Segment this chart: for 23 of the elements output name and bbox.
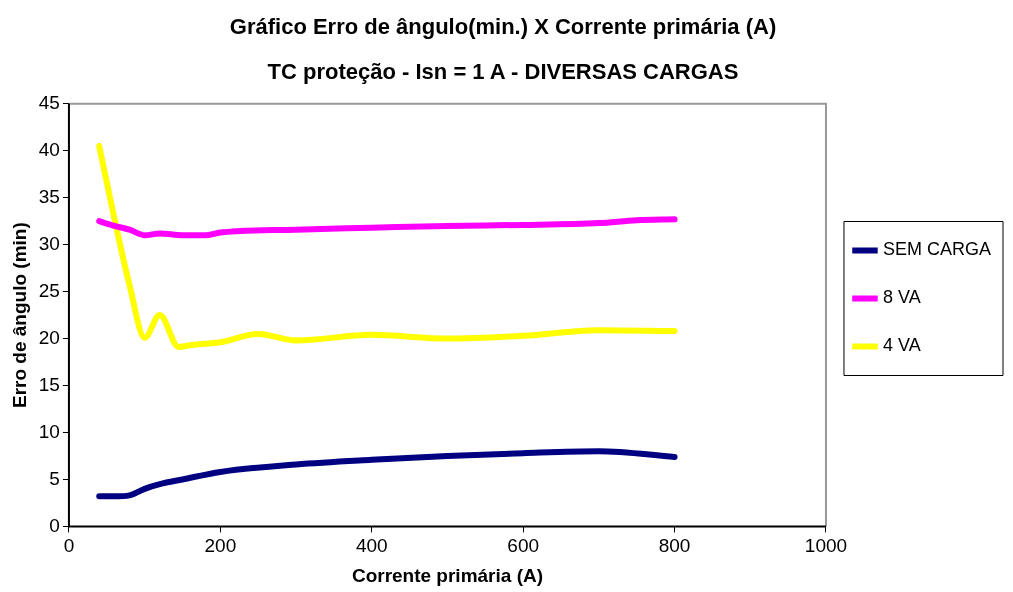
y-tick-label: 10 xyxy=(38,420,60,442)
y-tick-label: 5 xyxy=(49,467,60,489)
legend-label: SEM CARGA xyxy=(882,239,992,260)
y-axis-title: Erro de ângulo (min) xyxy=(8,222,30,408)
x-tick-label: 200 xyxy=(204,535,237,557)
y-tick-label: 15 xyxy=(38,373,60,395)
x-tick-label: 400 xyxy=(355,535,388,557)
chart-subtitle: TC proteção - Isn = 1 A - DIVERSAS CARGAS xyxy=(267,58,739,84)
legend-label: 8 VA xyxy=(882,287,921,308)
y-tick-label: 40 xyxy=(38,138,60,160)
y-tick-label: 35 xyxy=(38,185,60,207)
y-tick-label: 30 xyxy=(38,232,60,254)
x-tick-label: 0 xyxy=(63,535,75,557)
y-tick-label: 25 xyxy=(38,279,60,301)
x-tick-label: 1000 xyxy=(804,535,848,557)
legend-label: 4 VA xyxy=(882,335,921,356)
y-tick-label: 45 xyxy=(38,92,60,114)
x-tick-label: 600 xyxy=(507,535,540,557)
y-tick-label: 0 xyxy=(49,514,60,536)
chart-title: Gráfico Erro de ângulo(min.) X Corrente primária (A) xyxy=(229,14,777,40)
x-tick-label: 800 xyxy=(658,535,691,557)
y-tick-label: 20 xyxy=(38,326,60,348)
x-axis-title: Corrente primária (A) xyxy=(351,564,544,586)
